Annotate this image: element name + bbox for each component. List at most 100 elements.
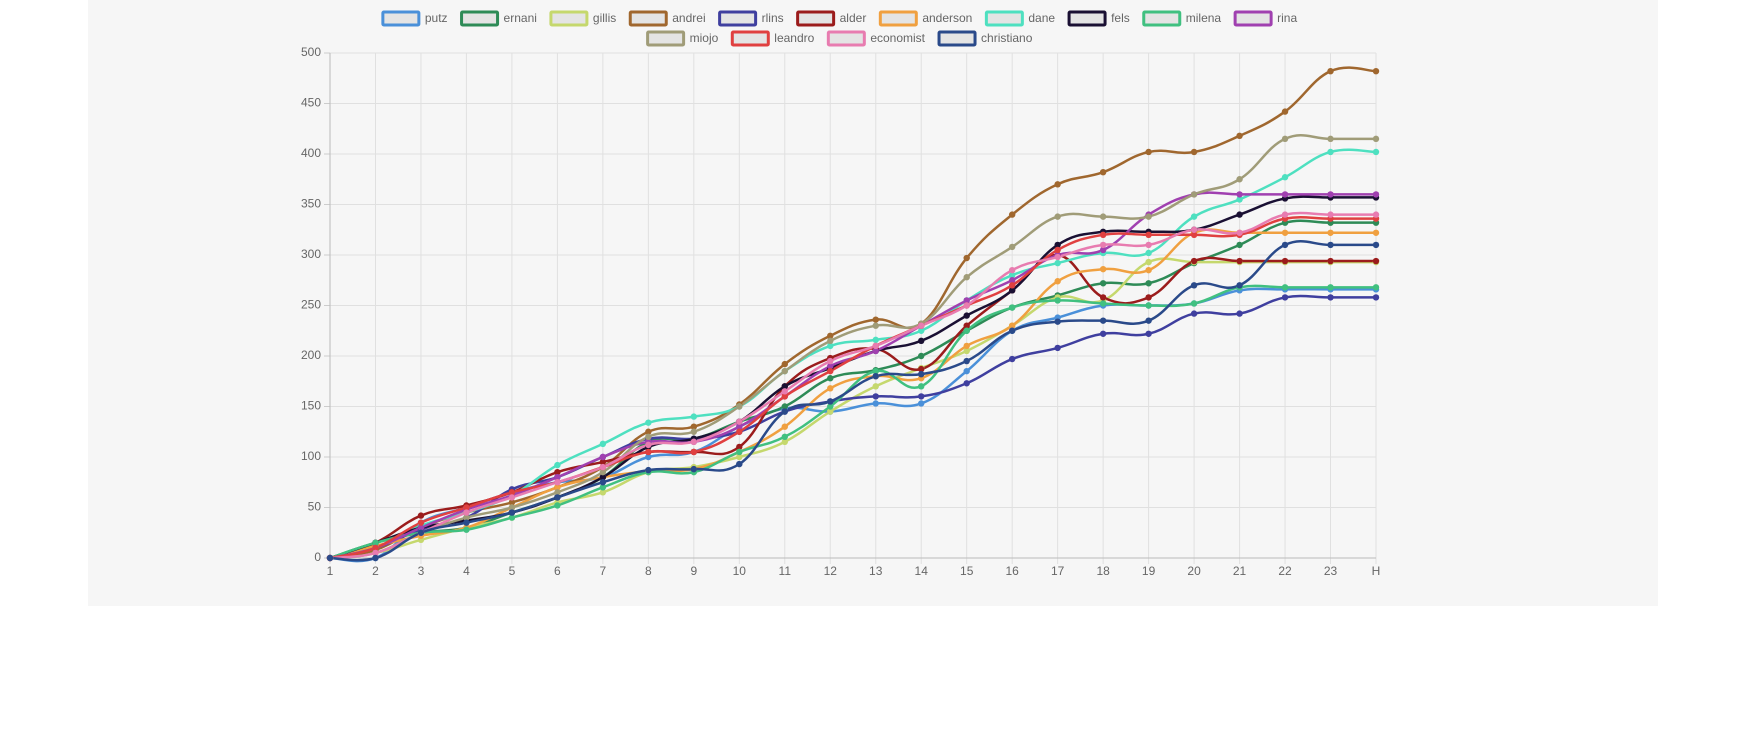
data-point (781, 383, 788, 390)
x-tick-label: 9 (690, 564, 697, 578)
data-point (1008, 272, 1016, 279)
data-point (827, 337, 834, 345)
y-tick-label: 100 (301, 449, 321, 463)
x-tick-label: H (1372, 564, 1381, 578)
data-point (736, 448, 743, 456)
data-point (963, 367, 970, 375)
data-point (781, 367, 788, 375)
data-point (690, 465, 698, 473)
legend-swatch (460, 10, 500, 27)
data-point (827, 385, 834, 392)
data-point (1281, 284, 1289, 291)
data-point (1008, 211, 1016, 218)
chart-panel (88, 0, 1658, 606)
y-tick-label: 400 (301, 146, 321, 160)
x-tick-label: 1 (327, 564, 334, 578)
legend-label: rlins (762, 11, 784, 25)
data-point (1327, 294, 1334, 301)
data-point (872, 316, 879, 323)
legend-swatch (1067, 10, 1107, 27)
data-point (918, 365, 925, 373)
data-point (1236, 229, 1243, 236)
data-point (1099, 213, 1107, 220)
legend-label: leandro (774, 31, 814, 45)
data-point (508, 514, 516, 521)
data-point (645, 419, 652, 426)
data-point (1236, 241, 1243, 249)
data-point (1008, 355, 1016, 363)
legend-swatch (878, 10, 918, 27)
data-point (1145, 302, 1152, 309)
data-point (417, 519, 425, 526)
data-point (1054, 344, 1061, 352)
data-point (827, 408, 834, 415)
data-point (736, 453, 743, 461)
data-point (1372, 148, 1380, 156)
legend-swatch (381, 10, 421, 27)
data-point (1054, 318, 1061, 325)
x-tick-label: 3 (418, 564, 425, 578)
data-point (599, 474, 607, 481)
data-point (1327, 284, 1334, 291)
data-point (554, 502, 561, 509)
data-point (1372, 257, 1380, 265)
data-point (963, 274, 970, 281)
legend-item: andrei (628, 10, 706, 27)
x-tick-label: 18 (1096, 564, 1110, 578)
data-point (1281, 211, 1289, 218)
data-point (1236, 176, 1243, 183)
data-point (463, 504, 470, 511)
data-point (827, 362, 834, 370)
data-point (1008, 266, 1016, 274)
data-point (1099, 246, 1107, 254)
data-point (326, 554, 334, 562)
data-point (1236, 191, 1243, 198)
data-point (599, 479, 607, 486)
data-point (736, 403, 743, 410)
data-point (1145, 294, 1152, 301)
x-tick-label: 16 (1005, 564, 1019, 578)
y-tick-label: 350 (301, 197, 321, 211)
x-tick-label: 8 (645, 564, 652, 578)
data-point (1190, 310, 1198, 317)
x-tick-label: 17 (1051, 564, 1065, 578)
x-tick-label: 23 (1324, 564, 1338, 578)
data-point (463, 519, 470, 526)
data-point (1281, 241, 1289, 249)
data-point (827, 403, 834, 410)
data-point (554, 484, 561, 491)
data-point (1145, 266, 1152, 274)
data-point (1372, 241, 1380, 249)
data-point (1236, 211, 1243, 218)
data-point (372, 539, 379, 547)
data-point (963, 297, 970, 304)
legend-item: milena (1142, 10, 1221, 27)
data-point (1145, 213, 1152, 220)
data-point (1190, 257, 1198, 265)
legend-swatch (646, 30, 686, 47)
data-point (1327, 191, 1334, 198)
legend-swatch (730, 30, 770, 47)
legend-item: anderson (878, 10, 972, 27)
data-point (690, 448, 698, 456)
legend-label: andrei (672, 11, 705, 25)
x-tick-label: 14 (915, 564, 929, 578)
series-line (329, 211, 1377, 560)
data-point (554, 474, 561, 481)
legend-label: fels (1111, 11, 1130, 25)
data-point (1281, 174, 1289, 181)
data-point (417, 524, 425, 531)
data-point (1145, 317, 1152, 324)
data-point (872, 383, 879, 390)
x-tick-label: 22 (1278, 564, 1292, 578)
data-point (1099, 168, 1107, 176)
legend-label: dane (1028, 11, 1055, 25)
data-point (554, 494, 561, 501)
data-point (599, 463, 607, 471)
data-point (1190, 148, 1198, 156)
y-tick-label: 50 (308, 500, 322, 514)
data-point (463, 526, 470, 533)
legend-swatch (826, 30, 866, 47)
data-point (1054, 246, 1061, 254)
data-point (781, 438, 788, 446)
